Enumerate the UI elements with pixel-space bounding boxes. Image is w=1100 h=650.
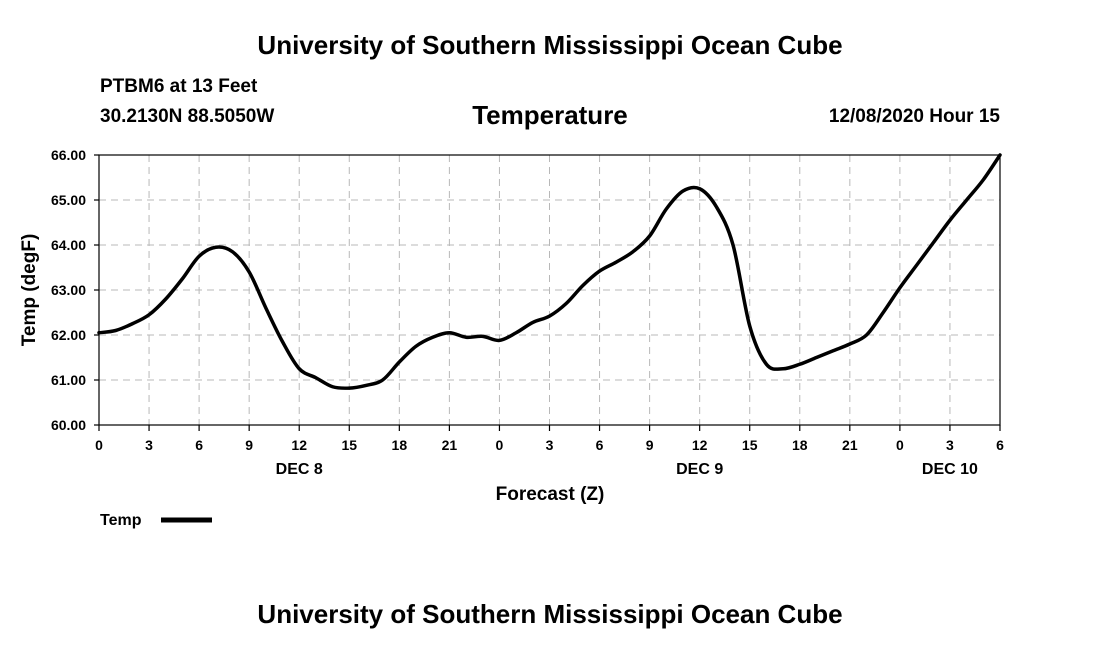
x-tick-label: 15 [742, 437, 758, 453]
x-tick-label: 21 [842, 437, 858, 453]
y-axis-label: Temp (degF) [19, 234, 40, 347]
x-tick-label: 0 [896, 437, 904, 453]
legend: Temp [100, 512, 212, 529]
y-tick-label: 66.00 [51, 147, 86, 163]
axis-ticks [94, 154, 1001, 431]
x-tick-label: 6 [596, 437, 604, 453]
y-tick-labels: 60.00 61.00 62.00 63.00 64.00 65.00 66.00 [51, 147, 86, 433]
x-tick-label: 12 [291, 437, 307, 453]
day-label: DEC 10 [922, 461, 978, 478]
x-tick-label: 3 [145, 437, 153, 453]
header-title-top: University of Southern Mississippi Ocean… [257, 30, 843, 60]
y-tick-label: 60.00 [51, 417, 86, 433]
x-tick-label: 15 [341, 437, 357, 453]
legend-label: Temp [100, 512, 142, 529]
x-tick-label: 18 [792, 437, 808, 453]
y-tick-label: 63.00 [51, 282, 86, 298]
day-label: DEC 8 [276, 461, 323, 478]
plot-frame [98, 154, 1001, 426]
y-tick-label: 62.00 [51, 327, 86, 343]
x-tick-label: 9 [245, 437, 253, 453]
x-tick-label: 9 [646, 437, 654, 453]
grid-lines [99, 155, 1000, 425]
coordinates-label: 30.2130N 88.5050W [100, 106, 275, 127]
day-labels: DEC 8 DEC 9 DEC 10 [276, 461, 978, 478]
x-axis-label: Forecast (Z) [496, 484, 605, 505]
y-tick-label: 65.00 [51, 192, 86, 208]
chart-title: Temperature [472, 100, 628, 130]
x-tick-label: 21 [442, 437, 458, 453]
y-tick-label: 61.00 [51, 372, 86, 388]
day-label: DEC 9 [676, 461, 723, 478]
header-title-bottom: University of Southern Mississippi Ocean… [257, 599, 843, 629]
x-tick-label: 0 [95, 437, 103, 453]
x-tick-labels: 0 3 6 9 12 15 18 21 0 3 6 9 12 15 18 21 0 3 6 [95, 437, 1004, 453]
forecast-datetime: 12/08/2020 Hour 15 [828, 106, 1000, 127]
temp-series-line [97, 153, 1002, 390]
x-tick-label: 3 [546, 437, 554, 453]
x-tick-label: 6 [996, 437, 1004, 453]
y-tick-label: 64.00 [51, 237, 86, 253]
x-tick-label: 0 [496, 437, 504, 453]
x-tick-label: 6 [195, 437, 203, 453]
x-tick-label: 3 [946, 437, 954, 453]
station-label: PTBM6 at 13 Feet [100, 76, 258, 97]
x-tick-label: 12 [692, 437, 708, 453]
x-tick-label: 18 [392, 437, 408, 453]
